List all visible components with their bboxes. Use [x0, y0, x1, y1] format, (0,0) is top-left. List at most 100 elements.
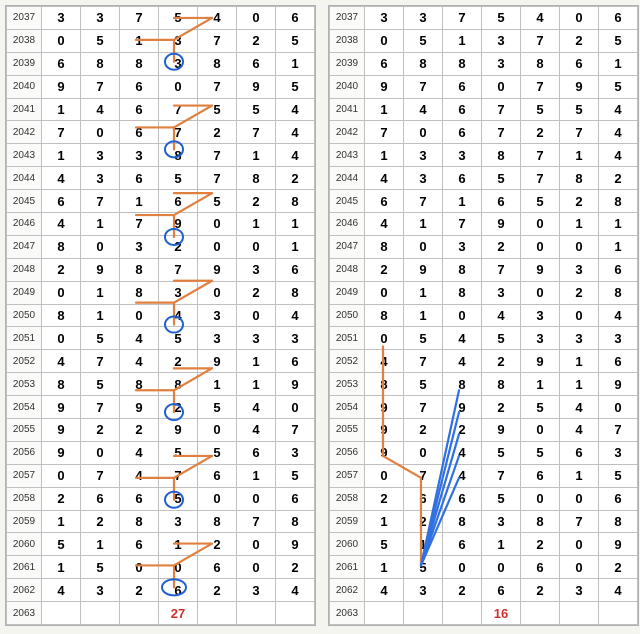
cell: 0 — [198, 419, 237, 442]
cell: 5 — [404, 556, 443, 579]
table-row: 20510545333 — [7, 327, 315, 350]
cell: 7 — [482, 121, 521, 144]
cell: 1 — [599, 235, 638, 258]
cell: 9 — [365, 396, 404, 419]
cell: 9 — [198, 258, 237, 281]
cell: 7 — [404, 396, 443, 419]
cell: 4 — [276, 98, 315, 121]
cell: 1 — [42, 510, 81, 533]
table-row: 20570747615 — [330, 464, 638, 487]
cell: 9 — [482, 213, 521, 236]
cell: 8 — [159, 144, 198, 167]
cell: 6 — [120, 167, 159, 190]
cell: 2 — [443, 419, 482, 442]
cell: 3 — [276, 327, 315, 350]
cell: 2 — [404, 510, 443, 533]
table-row: 20482987936 — [330, 258, 638, 281]
row-id: 2049 — [330, 281, 365, 304]
cell: 5 — [159, 167, 198, 190]
cell: 2 — [521, 121, 560, 144]
cell: 3 — [443, 235, 482, 258]
cell: 0 — [521, 281, 560, 304]
table-row: 20411467554 — [330, 98, 638, 121]
row-id: 2061 — [330, 556, 365, 579]
cell: 7 — [404, 75, 443, 98]
cell: 0 — [443, 556, 482, 579]
row-id: 2043 — [330, 144, 365, 167]
table-row: 20611500602 — [330, 556, 638, 579]
table-row: 20427067274 — [330, 121, 638, 144]
cell: 5 — [81, 373, 120, 396]
cell: 4 — [443, 464, 482, 487]
cell: 0 — [482, 75, 521, 98]
cell: 8 — [120, 52, 159, 75]
cell: 1 — [365, 510, 404, 533]
cell: 9 — [599, 373, 638, 396]
row-id: 2061 — [7, 556, 42, 579]
cell: 7 — [404, 464, 443, 487]
cell: 4 — [365, 579, 404, 602]
table-row: 20582665006 — [7, 487, 315, 510]
cell: 1 — [237, 213, 276, 236]
cell: 0 — [365, 29, 404, 52]
cell: 9 — [198, 350, 237, 373]
cell: 6 — [365, 190, 404, 213]
cell: 1 — [81, 304, 120, 327]
cell: 0 — [42, 29, 81, 52]
row-id: 2039 — [7, 52, 42, 75]
cell: 0 — [42, 464, 81, 487]
cell: 5 — [521, 396, 560, 419]
cell: 6 — [560, 441, 599, 464]
cell: 5 — [159, 7, 198, 30]
cell — [560, 602, 599, 625]
cell: 1 — [237, 464, 276, 487]
cell: 1 — [365, 556, 404, 579]
row-id: 2045 — [330, 190, 365, 213]
cell: 0 — [443, 304, 482, 327]
cell: 0 — [120, 304, 159, 327]
cell: 0 — [198, 281, 237, 304]
cell: 9 — [42, 441, 81, 464]
cell: 8 — [521, 510, 560, 533]
table-row: 20559229047 — [7, 419, 315, 442]
cell: 5 — [599, 75, 638, 98]
cell: 1 — [159, 533, 198, 556]
cell: 7 — [276, 419, 315, 442]
table-row: 20524742916 — [330, 350, 638, 373]
cell: 0 — [365, 464, 404, 487]
cell: 0 — [198, 213, 237, 236]
cell: 9 — [443, 396, 482, 419]
cell: 1 — [42, 144, 81, 167]
row-id: 2037 — [7, 7, 42, 30]
cell: 2 — [237, 190, 276, 213]
row-id: 2059 — [7, 510, 42, 533]
table-row: 20559229047 — [330, 419, 638, 442]
cell: 4 — [365, 213, 404, 236]
table-row: 20427067274 — [7, 121, 315, 144]
cell: 7 — [198, 29, 237, 52]
row-id: 2037 — [330, 7, 365, 30]
cell: 3 — [482, 29, 521, 52]
table-row: 20549792540 — [7, 396, 315, 419]
cell: 6 — [276, 350, 315, 373]
row-id: 2048 — [7, 258, 42, 281]
cell: 8 — [404, 52, 443, 75]
cell: 9 — [365, 75, 404, 98]
row-id: 2044 — [330, 167, 365, 190]
cell: 0 — [198, 235, 237, 258]
cell: 8 — [443, 258, 482, 281]
row-id: 2063 — [330, 602, 365, 625]
cell — [42, 602, 81, 625]
cell: 6 — [443, 98, 482, 121]
cell: 6 — [443, 533, 482, 556]
cell: 7 — [560, 510, 599, 533]
cell: 5 — [521, 98, 560, 121]
cell: 4 — [276, 304, 315, 327]
cell: 0 — [482, 556, 521, 579]
cell: 9 — [42, 419, 81, 442]
cell: 5 — [81, 327, 120, 350]
cell: 3 — [560, 258, 599, 281]
cell: 5 — [482, 167, 521, 190]
cell: 2 — [482, 396, 521, 419]
row-id: 2052 — [330, 350, 365, 373]
